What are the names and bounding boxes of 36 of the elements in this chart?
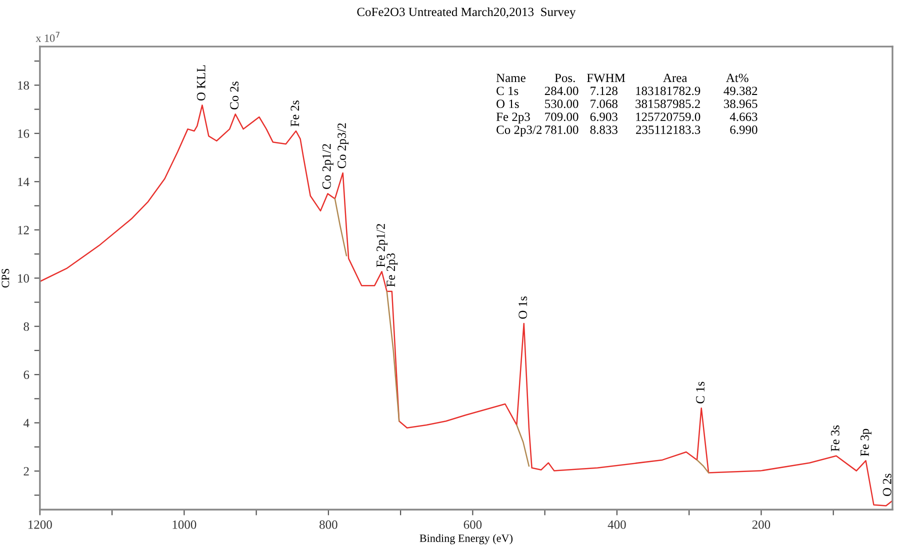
annotation: Fe 2s — [290, 100, 300, 126]
annotation: Co 2p1/2 — [322, 144, 334, 190]
y-tick-label: 16 — [18, 129, 30, 138]
text: C 1s 284.00 7.128 183181782.9 49.382 — [496, 86, 758, 96]
x-tick-label: 1200 — [28, 520, 52, 529]
y-tick-label: 10 — [18, 274, 30, 283]
text: Fe 2p3 709.00 6.903 125720759.0 4.663 — [496, 112, 758, 124]
annotation: Co 2s — [230, 82, 239, 110]
y-axis-title: CPS — [2, 268, 10, 288]
x-tick-label: 800 — [320, 520, 338, 529]
x-tick-label: 200 — [752, 520, 770, 529]
annotation: Fe 3s — [830, 425, 840, 452]
annotation: O 1s — [518, 296, 528, 319]
x-tick-label: 600 — [464, 520, 482, 529]
annotation: O 2s — [882, 474, 892, 496]
y-tick-label: 8 — [24, 322, 30, 331]
annotation: Co 2p3/2 — [338, 123, 349, 168]
annotation: Fe 2p1/2 — [376, 224, 388, 268]
y-tick-label: 2 — [24, 467, 29, 476]
y-tick-label: 12 — [18, 226, 29, 234]
y-tick-label: 4 — [23, 418, 30, 428]
annotation: O KLL — [196, 65, 206, 101]
y-tick-label: 18 — [18, 81, 30, 90]
chart-title: CoFe2O3 Untreated March20,2013 Survey — [357, 7, 576, 19]
x-tick-label: 1000 — [172, 520, 196, 529]
text: O 1s 530.00 7.068 381587985.2 38.965 — [496, 100, 758, 108]
y-tick-label: 6 — [24, 370, 30, 380]
x-tick-label: 400 — [608, 520, 626, 529]
x-axis-title: Binding Energy (eV) — [420, 534, 513, 544]
annotation: C 1s — [696, 382, 704, 404]
text: Co 2p3/2 781.00 8.833 235112183.3 6.990 — [496, 126, 758, 137]
y-tick-label: 14 — [18, 178, 30, 186]
annotation: Fe 3p — [860, 428, 872, 456]
text: Name Pos. FWHM Area At% — [496, 74, 748, 82]
text: x 10$^{7}$ — [36, 32, 60, 42]
annotation: Fe 2p3 — [386, 253, 398, 287]
